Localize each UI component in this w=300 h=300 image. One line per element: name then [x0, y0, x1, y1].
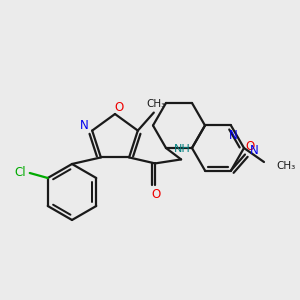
- Text: CH₃: CH₃: [146, 99, 165, 109]
- Text: O: O: [152, 188, 161, 201]
- Text: NH: NH: [174, 144, 190, 154]
- Text: N: N: [250, 145, 258, 158]
- Text: N: N: [80, 119, 88, 132]
- Text: O: O: [245, 140, 255, 153]
- Text: CH₃: CH₃: [276, 161, 295, 171]
- Text: N: N: [229, 129, 237, 142]
- Text: Cl: Cl: [14, 167, 26, 179]
- Text: O: O: [114, 100, 124, 113]
